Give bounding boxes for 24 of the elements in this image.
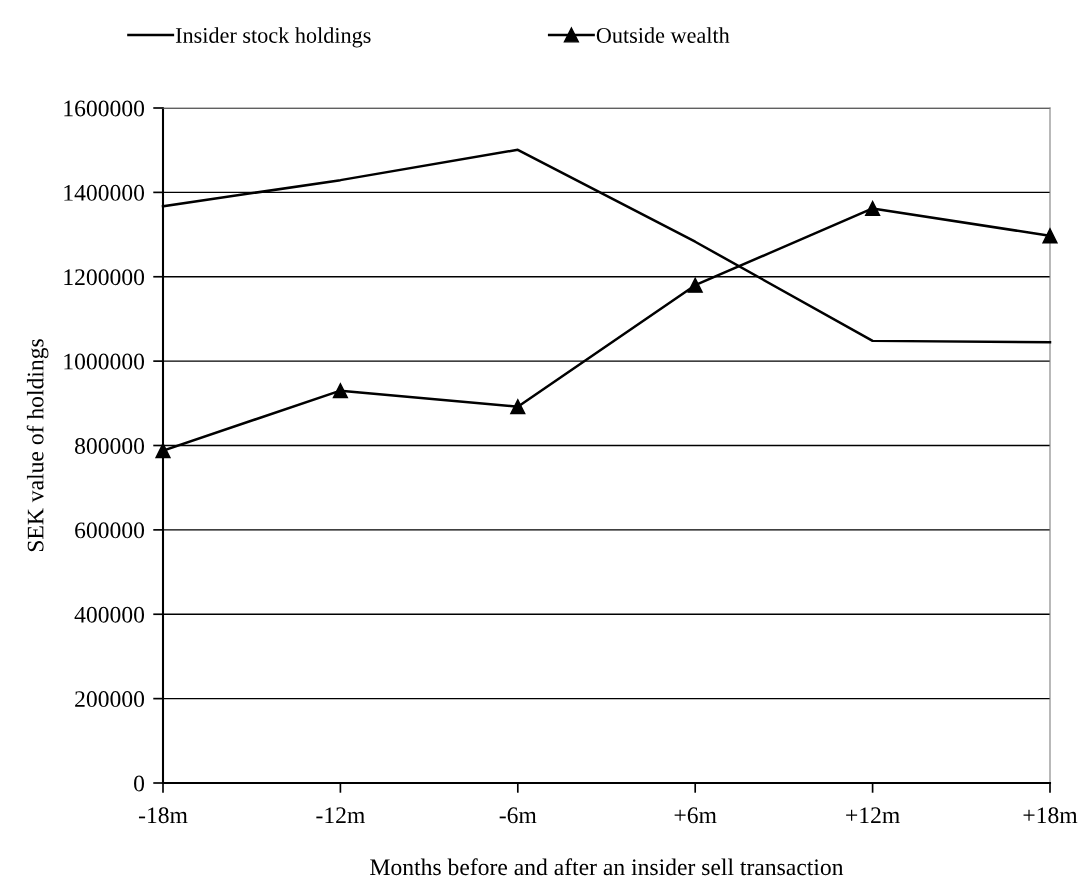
- y-tick-label: 200000: [75, 691, 145, 708]
- y-tick-label: 1400000: [64, 184, 145, 201]
- x-tick-label: +18m: [1023, 807, 1078, 824]
- y-axis-title: SEK value of holdings: [26, 339, 49, 552]
- y-tick-label: 1200000: [64, 269, 145, 286]
- x-tick-label: +6m: [674, 807, 717, 824]
- x-tick-label: -12m: [316, 807, 365, 823]
- point: [332, 383, 349, 399]
- y-tick-label: 600000: [75, 522, 145, 539]
- point: [510, 399, 526, 415]
- x-axis-title: Months before and after an insider sell transaction: [370, 858, 844, 876]
- x-tick-label: -6m: [499, 807, 537, 824]
- point: [864, 200, 881, 217]
- y-tick-label: 0: [134, 775, 145, 792]
- point: [1042, 228, 1058, 244]
- y-tick-label: 1600000: [64, 100, 145, 117]
- y-tick-label: 1000000: [64, 353, 145, 370]
- point: [687, 277, 703, 293]
- x-tick-label: -18m: [138, 807, 188, 824]
- y-tick-label: 800000: [75, 437, 145, 454]
- legend-label: Insider stock holdings: [175, 27, 371, 48]
- y-tick-label: 400000: [74, 606, 145, 623]
- legend-label: Outside wealth: [596, 27, 730, 43]
- x-tick-label: +12m: [846, 807, 900, 823]
